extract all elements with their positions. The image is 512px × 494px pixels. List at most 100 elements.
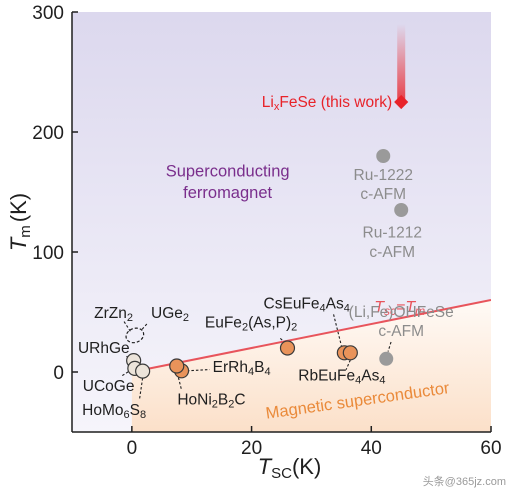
errh4b4-b: 4 xyxy=(248,366,254,378)
honi2b2c-b: 2 xyxy=(212,398,218,410)
y-axis-title-unit: (K) xyxy=(6,193,31,222)
errh4b4-d: 4 xyxy=(264,366,270,378)
lixfese-label-main: Li xyxy=(262,94,274,111)
eufe2-c: (As,P) xyxy=(248,315,291,332)
rbeufe-a: RbEuFe xyxy=(298,367,355,384)
leader-ucoge xyxy=(121,369,131,377)
zrzn2-main: ZrZn xyxy=(94,305,127,322)
zrzn2-uge2-ellipse xyxy=(125,327,145,344)
uge2-sub: 2 xyxy=(183,312,189,324)
cseufe-a: CsEuFe xyxy=(264,295,320,312)
honi2b2c-c: B xyxy=(218,391,228,408)
y-axis-title: Tm (K) xyxy=(6,193,34,251)
homo6s8-b: 6 xyxy=(124,409,130,421)
point-honi2b2c xyxy=(169,358,185,374)
honi2b2c-a: HoNi xyxy=(177,391,211,408)
y-ticks: 0 100 200 300 xyxy=(32,3,78,384)
x-tick-label: 0 xyxy=(127,438,138,459)
superconducting-ferromagnet-label-line1: Superconducting xyxy=(166,162,290,180)
rbeufe-b: 4 xyxy=(355,374,361,386)
rbeufe-d: 4 xyxy=(379,374,385,386)
lifeohfese-label-line2: c-AFM xyxy=(378,323,424,340)
y-tick-label: 300 xyxy=(32,3,64,24)
eufe2-b: 2 xyxy=(242,322,248,334)
cseufe-d: 4 xyxy=(344,302,350,314)
tsc-equals-tm-line xyxy=(131,299,491,373)
homo6s8-d: 8 xyxy=(140,409,146,421)
errh4b4-label: ErRh4B4 xyxy=(213,359,271,378)
leader-rbeufe xyxy=(345,359,351,370)
x-axis-title-sub: SC xyxy=(271,465,292,482)
eufe2-d: 2 xyxy=(291,322,297,334)
leader-uge2 xyxy=(141,323,148,331)
ru1212-label-line1: Ru-1212 xyxy=(363,225,422,242)
rbeufe4as4-label: RbEuFe4As4 xyxy=(298,367,385,386)
homo6s8-label: HoMo6S8 xyxy=(82,402,146,421)
leader-honi2b2c xyxy=(176,373,183,391)
point-ru-1212-c-afm xyxy=(394,203,409,217)
highlight-arrow-gradient xyxy=(397,24,406,102)
honi2b2c-label: HoNi2B2C xyxy=(177,391,245,410)
lixfese-label-sub: x xyxy=(274,101,280,113)
leader-homo6s8 xyxy=(139,377,144,399)
data-points xyxy=(126,149,409,379)
homo6s8-a: HoMo xyxy=(82,402,123,419)
ru1222-label-line1: Ru-1222 xyxy=(354,167,413,184)
superconducting-ferromagnet-region xyxy=(72,12,491,432)
ru1222-label-line2: c-AFM xyxy=(360,186,406,203)
leader-errh4b4 xyxy=(186,369,210,372)
cseufe-c: As xyxy=(326,295,344,312)
cseufe4as4-label: CsEuFe4As4 xyxy=(264,295,350,314)
rbeufe-c: As xyxy=(361,367,379,384)
x-ticks: 0 20 40 60 xyxy=(127,426,502,459)
magnetic-superconductor-region xyxy=(131,300,491,432)
cseufe-b: 4 xyxy=(320,302,326,314)
leader-zrzn2 xyxy=(123,321,132,333)
eufe2-a: EuFe xyxy=(205,315,242,332)
y-axis-title-main: T xyxy=(6,236,31,251)
line-label-sc: sc xyxy=(384,304,396,318)
x-tick-label: 20 xyxy=(241,438,262,459)
honi2b2c-e: C xyxy=(234,391,245,408)
y-tick-label: 100 xyxy=(32,243,64,264)
honi2b2c-d: 2 xyxy=(228,398,234,410)
tsc-equals-tm-label: Tsc=Tm xyxy=(374,299,425,318)
lifeohfese-label-line1: (Li,Fe)OHFeSe xyxy=(349,304,454,321)
lixfese-label-rest: FeSe (this work) xyxy=(279,94,392,111)
leader-lifeoh xyxy=(387,341,392,352)
lixfese-label: LixFeSe (this work) xyxy=(262,94,392,113)
y-tick-label: 0 xyxy=(53,363,64,384)
point-rbeufe4as4 xyxy=(342,345,358,361)
zrzn2-sub: 2 xyxy=(127,312,133,324)
point-homo6s8 xyxy=(135,363,151,379)
uge2-main: UGe xyxy=(151,305,183,322)
watermark-text: 头条@365jz.com xyxy=(423,474,506,488)
lixfese-diamond-marker xyxy=(394,94,409,110)
x-tick-label: 40 xyxy=(361,438,382,459)
errh4b4-a: ErRh xyxy=(213,359,248,376)
leader-cseufe xyxy=(333,314,342,346)
line-label-m: m xyxy=(415,304,425,318)
y-tick-label: 200 xyxy=(32,123,64,144)
line-label-eq: =T xyxy=(396,299,416,316)
ucoge-label: UCoGe xyxy=(83,378,135,395)
urhge-label: URhGe xyxy=(78,340,130,357)
errh4b4-c: B xyxy=(254,359,264,376)
point-eufe2-as-p-2 xyxy=(279,340,296,356)
point-ru-1222-c-afm xyxy=(376,149,391,163)
x-axis-title-main: T xyxy=(258,454,273,479)
superconducting-ferromagnet-label-line2: ferromagnet xyxy=(183,184,272,202)
eufe2asp2-label: EuFe2(As,P)2 xyxy=(205,315,297,334)
zrzn2-label: ZrZn2 xyxy=(94,305,133,324)
uge2-label: UGe2 xyxy=(151,305,189,324)
ru1212-label-line2: c-AFM xyxy=(369,244,415,261)
point--li-fe-ohfese-c-afm xyxy=(379,351,394,366)
x-axis-title: TSC(K) xyxy=(258,454,322,482)
y-axis-title-sub: m xyxy=(17,225,34,238)
x-tick-label: 60 xyxy=(480,438,501,459)
homo6s8-c: S xyxy=(130,402,140,419)
x-axis-title-unit: (K) xyxy=(292,454,321,479)
line-label-t: T xyxy=(374,299,385,316)
